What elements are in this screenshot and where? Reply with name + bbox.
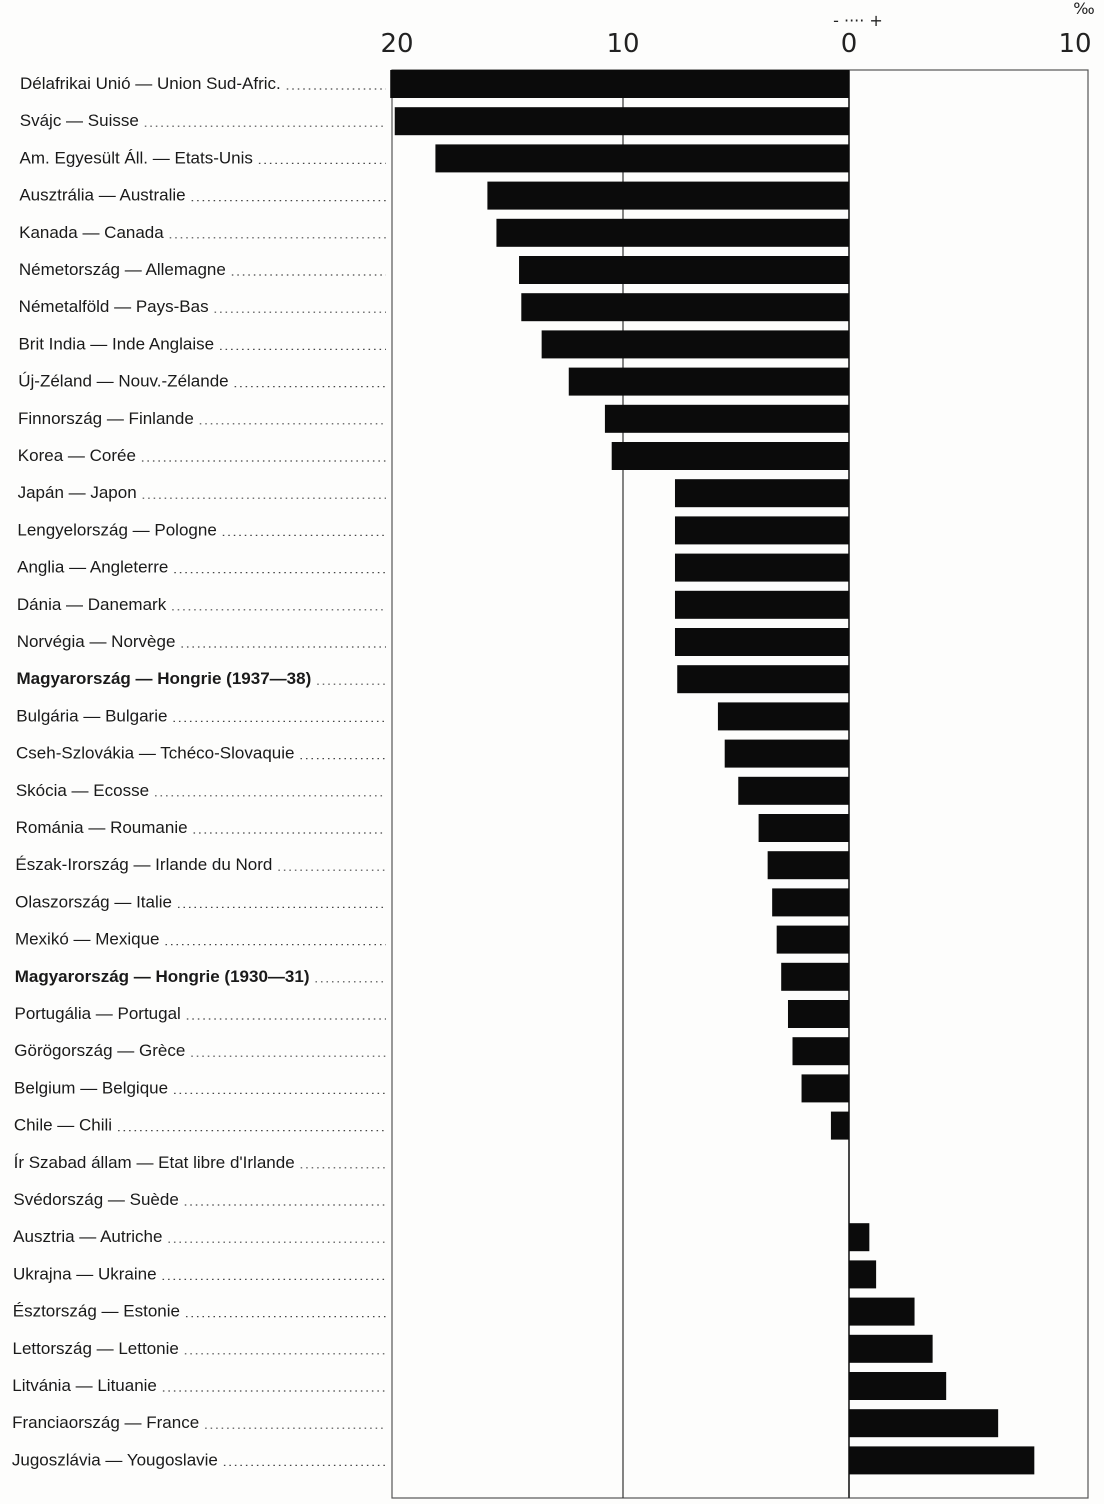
bar bbox=[390, 70, 849, 98]
bar bbox=[758, 814, 849, 842]
x-tick-label: 10 bbox=[1058, 29, 1091, 59]
bar bbox=[611, 442, 849, 470]
category-label: Franciaország — France bbox=[12, 1413, 199, 1432]
category-label: Svájc — Suisse bbox=[20, 111, 139, 130]
category-label: Chile — Chili bbox=[14, 1116, 112, 1135]
category-label: Cseh-Szlovákia — Tchéco-Slovaquie bbox=[16, 744, 294, 763]
category-label: Anglia — Angleterre bbox=[17, 558, 168, 577]
category-label: Litvánia — Lituanie bbox=[12, 1376, 157, 1395]
bar bbox=[772, 888, 849, 917]
bar bbox=[849, 1446, 1035, 1475]
category-label: Görögország — Grèce bbox=[14, 1041, 185, 1060]
category-label: Dánia — Danemark bbox=[17, 595, 167, 614]
category-label: Jugoszlávia — Yougoslavie bbox=[12, 1450, 218, 1469]
category-label: Olaszország — Italie bbox=[15, 892, 172, 911]
bar bbox=[674, 553, 849, 582]
category-label: Észak-Irország — Irlande du Nord bbox=[15, 855, 272, 874]
category-label: Új-Zéland — Nouv.-Zélande bbox=[18, 372, 228, 391]
bar bbox=[849, 1409, 999, 1438]
category-label: Japán — Japon bbox=[18, 483, 137, 502]
category-label: Ausztria — Autriche bbox=[13, 1227, 162, 1246]
bar bbox=[849, 1372, 947, 1400]
bar bbox=[787, 1000, 849, 1028]
category-label: Ukrajna — Ukraine bbox=[13, 1264, 157, 1283]
category-label: Németalföld — Pays-Bas bbox=[19, 297, 209, 316]
category-label: Lettország — Lettonie bbox=[13, 1339, 179, 1358]
category-label: Németország — Allemagne bbox=[19, 260, 226, 279]
bar bbox=[604, 404, 849, 433]
bar bbox=[776, 925, 849, 954]
category-label: Észtország — Estonie bbox=[13, 1302, 180, 1321]
x-tick-label: 20 bbox=[380, 29, 413, 59]
bar bbox=[849, 1223, 870, 1252]
bar bbox=[830, 1111, 849, 1140]
category-label: Portugália — Portugal bbox=[15, 1004, 181, 1023]
category-label: Korea — Corée bbox=[18, 446, 136, 465]
category-label: Magyarország — Hongrie (1937—38) bbox=[16, 669, 311, 688]
category-label: Kanada — Canada bbox=[19, 223, 164, 242]
bar bbox=[724, 739, 849, 768]
axis-ticks: 20 10 0 10 - ···· + ‰ bbox=[380, 0, 1094, 59]
bar bbox=[717, 702, 849, 731]
bar bbox=[849, 1334, 933, 1363]
bar bbox=[521, 293, 849, 322]
category-label: Brit India — Inde Anglaise bbox=[18, 334, 214, 353]
bar bbox=[738, 776, 849, 805]
bar bbox=[781, 962, 849, 991]
category-label: Lengyelország — Pologne bbox=[17, 520, 216, 539]
category-label: Ír Szabad állam — Etat libre d'Irlande bbox=[14, 1153, 295, 1172]
bar bbox=[487, 181, 849, 210]
category-labels: Délafrikai Unió — Union Sud-Afric. Svájc … bbox=[12, 74, 386, 1469]
unit-label: ‰ bbox=[1073, 0, 1094, 18]
category-label: Délafrikai Unió — Union Sud-Afric. bbox=[20, 74, 281, 93]
bar bbox=[674, 628, 849, 656]
bar bbox=[519, 256, 849, 284]
bar bbox=[541, 330, 849, 359]
bar bbox=[435, 144, 849, 173]
category-label: Mexikó — Mexique bbox=[15, 930, 160, 949]
bar bbox=[496, 218, 849, 247]
sign-legend: - ···· + bbox=[833, 11, 883, 30]
bar bbox=[568, 367, 849, 396]
bar bbox=[801, 1074, 849, 1103]
bar bbox=[677, 665, 849, 694]
category-label: Finnország — Finlande bbox=[18, 409, 194, 428]
bar bbox=[394, 107, 849, 136]
category-label: Magyarország — Hongrie (1930—31) bbox=[15, 967, 310, 986]
category-label: Románia — Roumanie bbox=[16, 818, 188, 837]
category-label: Bulgária — Bulgarie bbox=[16, 706, 167, 725]
bar bbox=[849, 1260, 877, 1289]
category-label: Skócia — Ecosse bbox=[16, 781, 149, 800]
bar bbox=[767, 851, 849, 880]
bar bbox=[792, 1037, 849, 1066]
category-label: Belgium — Belgique bbox=[14, 1078, 168, 1097]
x-tick-label: 0 bbox=[841, 29, 858, 59]
category-label: Ausztrália — Australie bbox=[19, 186, 185, 205]
bar bbox=[674, 516, 849, 545]
bar bbox=[674, 590, 849, 619]
bars bbox=[390, 70, 1035, 1475]
category-label: Svédország — Suède bbox=[13, 1190, 178, 1209]
x-tick-label: 10 bbox=[606, 29, 639, 59]
bar bbox=[849, 1297, 915, 1326]
category-label: Norvégia — Norvège bbox=[17, 632, 176, 651]
bar bbox=[674, 479, 849, 508]
category-label: Am. Egyesült Áll. — Etats-Unis bbox=[20, 148, 253, 167]
